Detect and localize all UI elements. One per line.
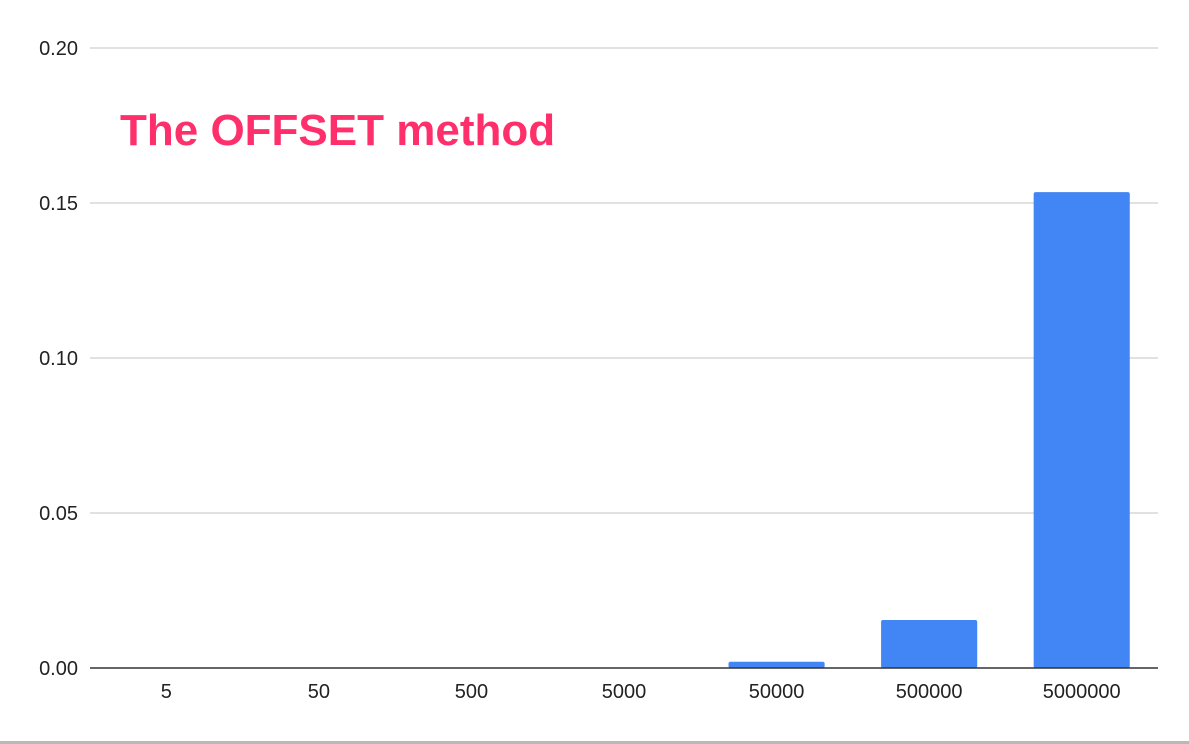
tick-labels: 0.00 0.05 0.10 0.15 0.20 5 50 500 5000 50000 50000… bbox=[39, 38, 1121, 703]
x-tick-label: 5 bbox=[161, 681, 172, 703]
bars bbox=[728, 192, 1130, 668]
x-tick-label: 500 bbox=[455, 681, 488, 703]
gridlines bbox=[90, 47, 1158, 514]
y-tick-label: 0.00 bbox=[39, 658, 78, 680]
x-tick-label: 500000 bbox=[896, 681, 963, 703]
x-tick-label: 50 bbox=[308, 681, 330, 703]
y-tick-label: 0.15 bbox=[39, 193, 78, 215]
y-tick-label: 0.10 bbox=[39, 348, 78, 370]
bottom-divider bbox=[0, 741, 1189, 744]
chart-title: The OFFSET method bbox=[120, 106, 555, 155]
y-tick-label: 0.20 bbox=[39, 38, 78, 60]
x-tick-label: 5000000 bbox=[1043, 681, 1121, 703]
y-tick-label: 0.05 bbox=[39, 503, 78, 525]
bar-50000 bbox=[728, 661, 825, 668]
bar-5000000 bbox=[1033, 192, 1130, 668]
x-tick-label: 50000 bbox=[749, 681, 805, 703]
x-tick-label: 5000 bbox=[602, 681, 647, 703]
bar-500000 bbox=[881, 619, 978, 668]
